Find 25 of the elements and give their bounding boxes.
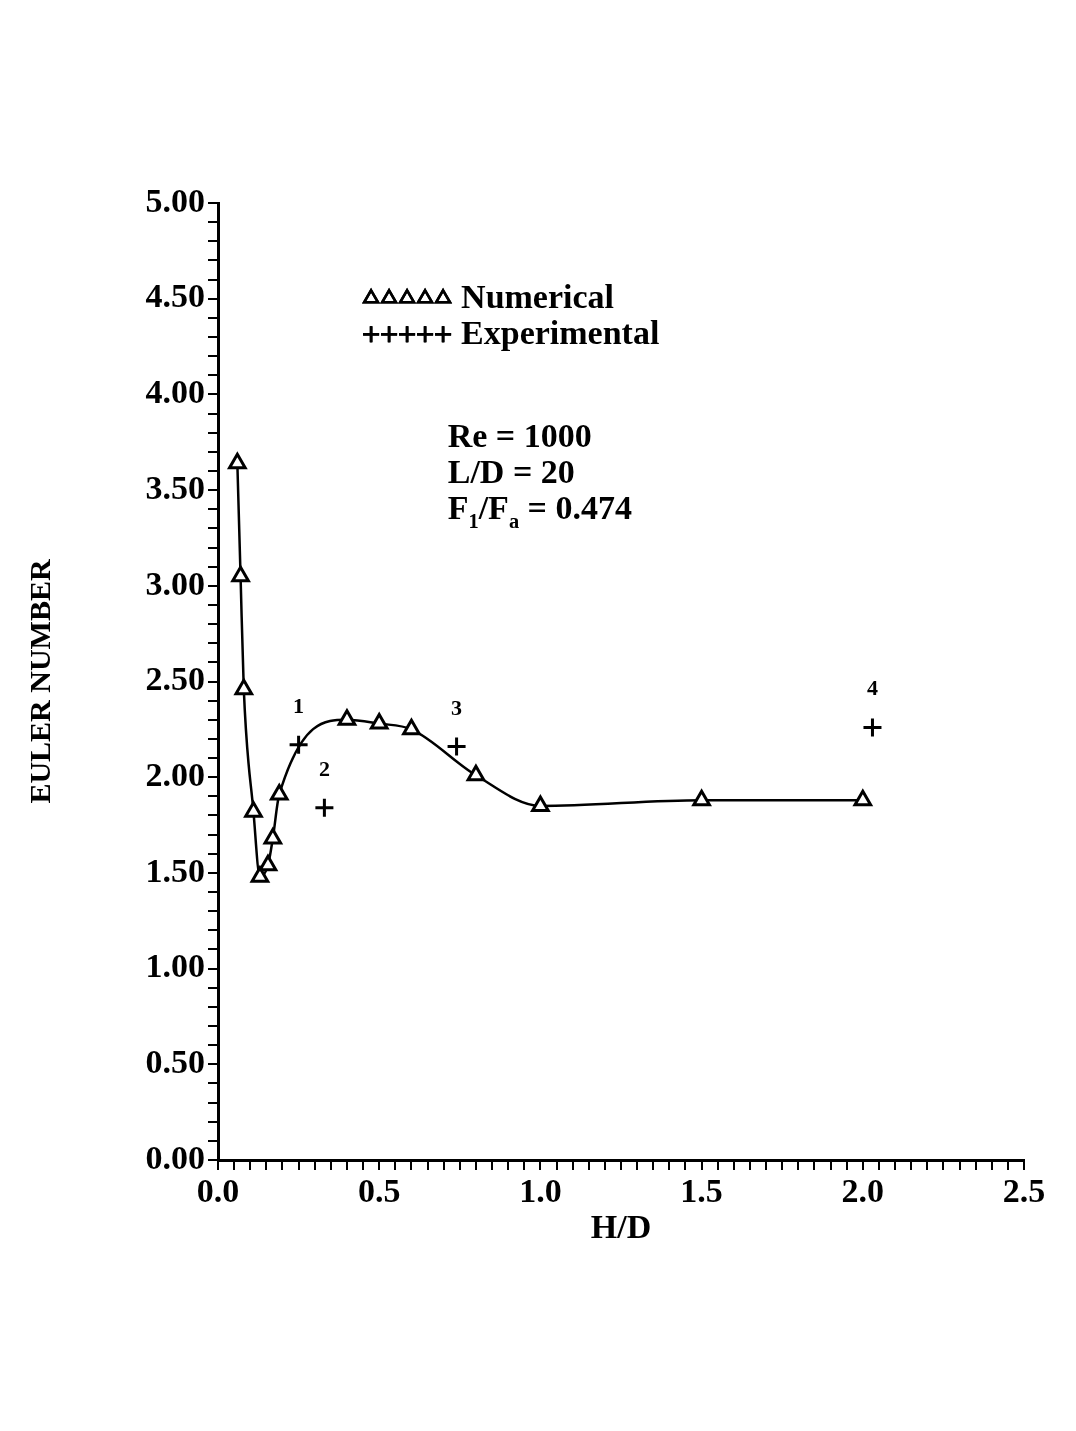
y-tick-label: 1.50 [145,851,205,889]
annotation: L/D = 20 [447,453,575,491]
y-tick-label: 3.50 [145,468,205,506]
y-tick-label: 5.00 [145,181,205,219]
y-tick-label: 1.00 [145,947,205,985]
y-tick-label: 0.50 [145,1043,205,1081]
legend-label: Experimental [461,314,660,352]
y-tick-label: 4.00 [145,373,205,411]
x-tick-label: 2.0 [841,1172,885,1210]
annotation: Re = 1000 [447,417,592,455]
x-tick-label: 1.5 [680,1172,723,1210]
y-axis-title: EULER NUMBER [22,559,56,804]
y-tick-label: 2.00 [145,755,205,793]
annotation: 1 [293,692,305,718]
x-tick-label: 1.0 [519,1172,562,1210]
y-tick-label: 4.50 [145,277,205,315]
annotation: 3 [451,694,463,720]
annotation: 4 [866,675,878,701]
x-tick-label: 2.5 [1002,1172,1046,1210]
x-axis-title: H/D [590,1208,652,1246]
y-tick-label: 3.00 [145,564,205,602]
y-tick-label: 2.50 [145,660,205,698]
x-tick-label: 0.5 [357,1172,401,1210]
legend-label: Numerical [461,278,615,316]
annotation: 2 [318,755,330,781]
